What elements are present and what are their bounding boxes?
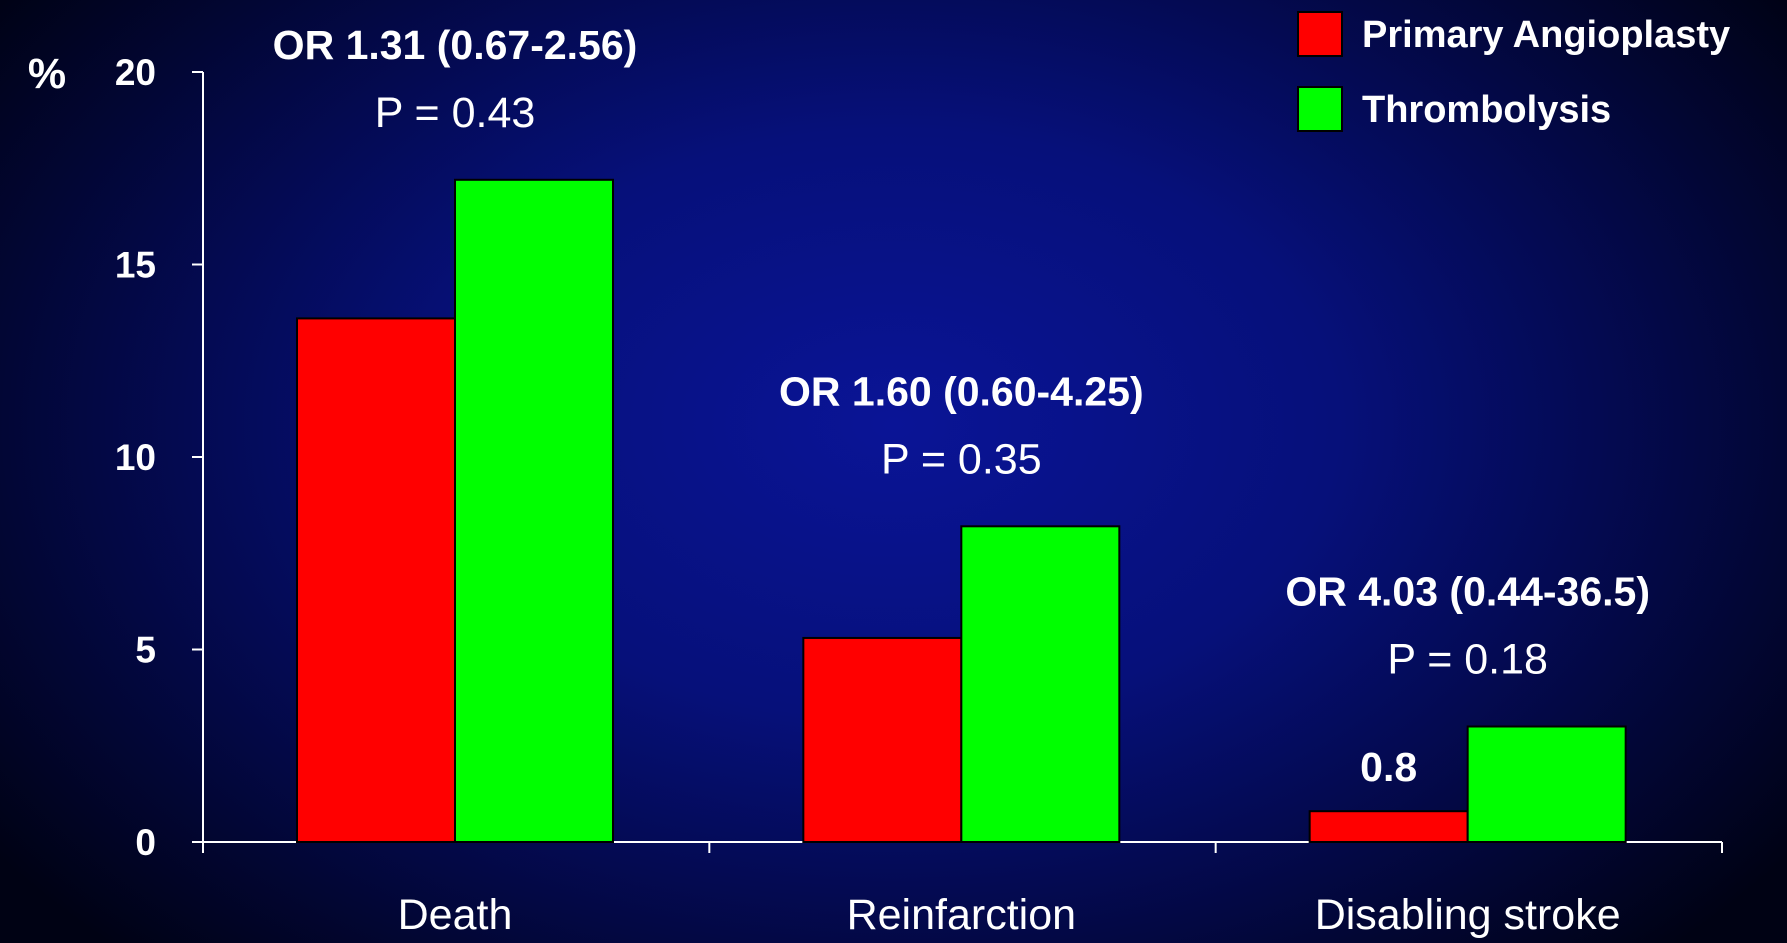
legend-swatch-primary-angioplasty: [1297, 11, 1343, 57]
legend-label-primary-angioplasty: Primary Angioplasty: [1362, 14, 1730, 56]
y-tick-label: 10: [115, 437, 156, 478]
y-tick-label: 15: [115, 245, 156, 286]
p-value-annotation-death: P = 0.43: [375, 89, 536, 137]
or-annotation-disabling-stroke: OR 4.03 (0.44-36.5): [1285, 569, 1650, 615]
y-tick-label: 5: [135, 630, 156, 671]
x-tick-label-death: Death: [398, 891, 513, 939]
bar-primary-angioplasty-death: [296, 317, 456, 843]
bar-primary-angioplasty-reinfarction: [802, 636, 963, 844]
legend-label-thrombolysis: Thrombolysis: [1362, 89, 1611, 131]
x-tick-label-disabling-stroke: Disabling stroke: [1315, 891, 1621, 939]
bar-thrombolysis-death: [454, 178, 614, 844]
annotations: OR 1.31 (0.67-2.56) P = 0.43 OR 1.60 (0.60…: [273, 22, 1650, 790]
p-value-annotation-reinfarction: P = 0.35: [881, 435, 1042, 483]
or-annotation-death: OR 1.31 (0.67-2.56): [273, 22, 638, 68]
or-annotation-reinfarction: OR 1.60 (0.60-4.25): [779, 368, 1144, 414]
legend-swatch-thrombolysis: [1297, 86, 1343, 132]
legend: Primary Angioplasty Thrombolysis: [1297, 11, 1730, 132]
axes: 0 5 10 15 20 Death Reinfarction Disabling strok…: [28, 50, 1723, 939]
bar-thrombolysis-disabling-stroke: [1466, 725, 1627, 843]
bar-thrombolysis-reinfarction: [960, 525, 1121, 843]
data-label-primary-angioplasty-disabling-stroke: 0.8: [1360, 744, 1417, 790]
y-tick-label: 20: [115, 52, 156, 93]
x-tick-label-reinfarction: Reinfarction: [847, 891, 1076, 939]
bars: [296, 178, 1627, 844]
p-value-annotation-disabling-stroke: P = 0.18: [1387, 636, 1548, 684]
bar-primary-angioplasty-disabling-stroke: [1308, 810, 1469, 844]
y-axis-label: %: [28, 50, 66, 98]
y-tick-label: 0: [135, 822, 156, 863]
